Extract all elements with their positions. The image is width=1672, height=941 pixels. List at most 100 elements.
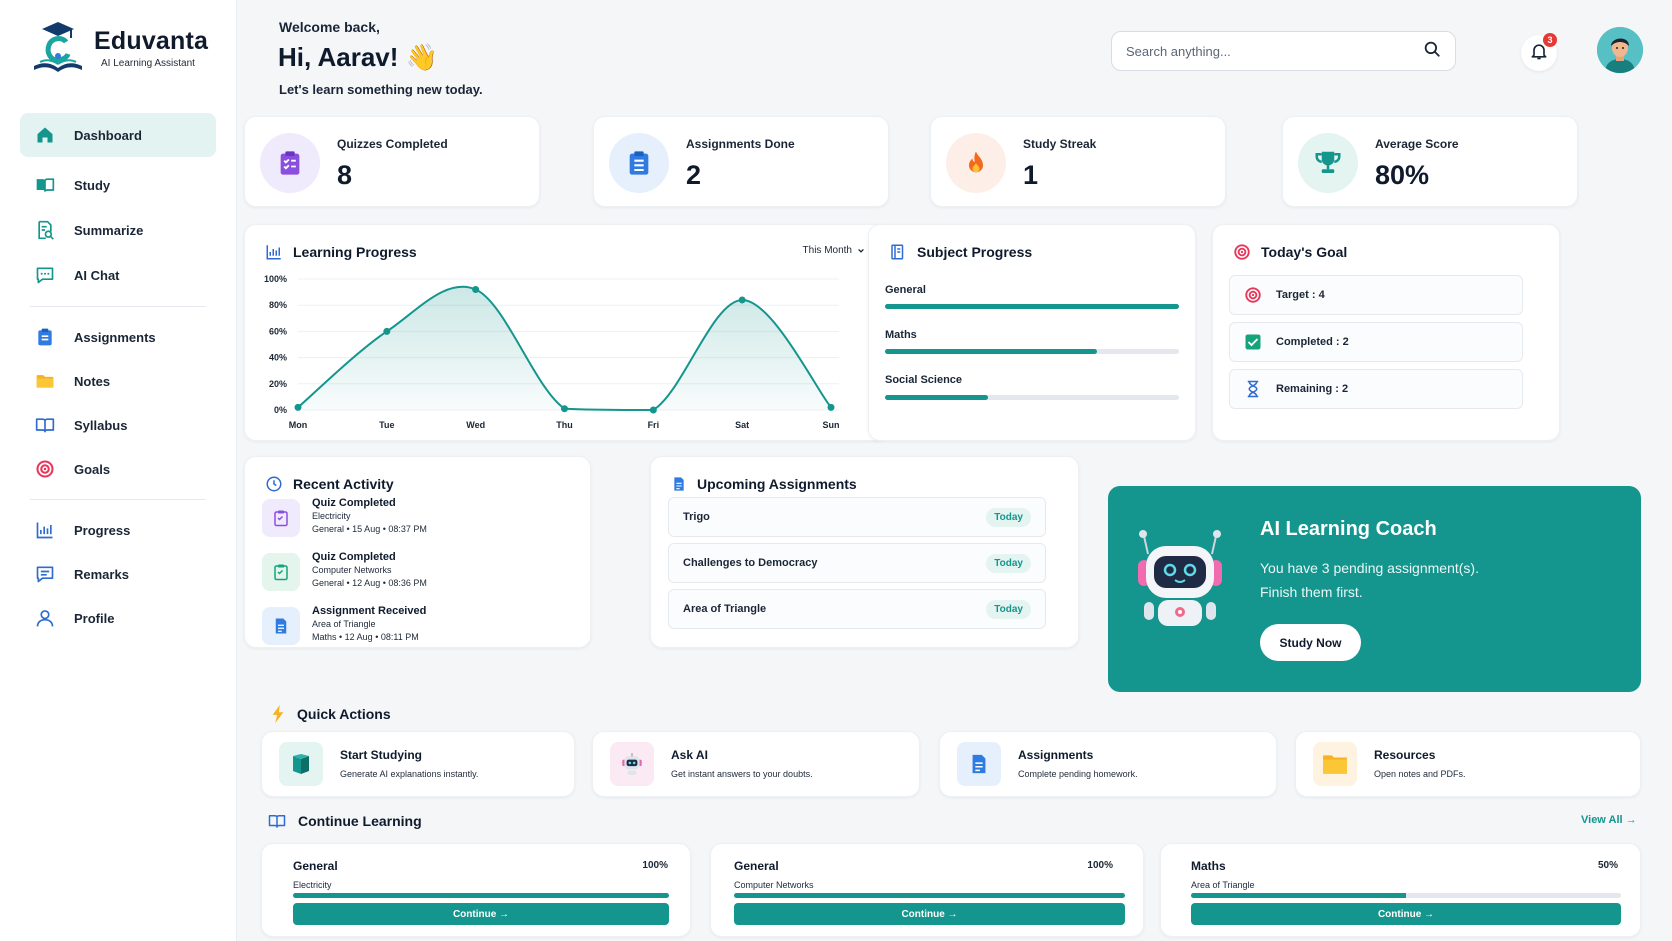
activity-title: Assignment Received	[312, 605, 427, 617]
continue-button[interactable]: Continue →	[734, 903, 1125, 925]
assignment-icon	[609, 133, 669, 193]
subject-progress-bar	[885, 395, 1179, 400]
quick-action-desc: Get instant answers to your doubts.	[671, 769, 813, 779]
upcoming-assignments-title: Upcoming Assignments	[671, 475, 857, 493]
stat-card-assignments: Assignments Done 2	[593, 116, 889, 207]
continue-card: General Electricity 100% Continue →	[261, 843, 691, 937]
stat-value: 1	[1023, 160, 1039, 190]
sidebar-item-progress[interactable]: Progress	[20, 508, 216, 552]
sidebar-item-label: Progress	[74, 522, 131, 538]
sidebar-item-dashboard[interactable]: Dashboard	[20, 113, 216, 157]
activity-subject: Computer Networks	[312, 565, 392, 575]
welcome-text: Welcome back,	[279, 19, 380, 35]
activity-meta: General • 15 Aug • 08:37 PM	[312, 524, 427, 534]
quick-action-assignments[interactable]: Assignments Complete pending homework.	[939, 731, 1277, 797]
assignment-row[interactable]: Challenges to Democracy Today	[668, 543, 1046, 583]
stat-card-quizzes: Quizzes Completed 8	[244, 116, 540, 207]
card-title: Subject Progress	[917, 244, 1033, 260]
period-label: This Month	[802, 245, 852, 256]
avatar[interactable]	[1597, 27, 1643, 73]
course-subject: Maths	[1191, 859, 1226, 873]
subject-label: Social Science	[885, 374, 963, 386]
sidebar-item-syllabus[interactable]: Syllabus	[20, 403, 216, 447]
card-title: Recent Activity	[293, 476, 394, 492]
data-point	[472, 285, 480, 293]
chat-icon	[34, 264, 56, 286]
notifications-button[interactable]: 3	[1521, 33, 1557, 71]
view-all-link[interactable]: View All →	[1581, 814, 1637, 826]
quiz-icon	[262, 553, 300, 591]
search-bar	[1111, 31, 1456, 71]
search-icon[interactable]	[1423, 40, 1441, 63]
todays-goal-card: Today's Goal Target : 4 Completed : 2 Re…	[1212, 224, 1560, 441]
course-subject: General	[293, 859, 338, 873]
continue-card: Maths Area of Triangle 50% Continue →	[1160, 843, 1641, 937]
course-percent: 100%	[1087, 860, 1113, 871]
app-logo[interactable]: Eduvanta AI Learning Assistant	[30, 20, 208, 76]
data-point	[738, 296, 746, 304]
assignment-name: Challenges to Democracy	[683, 557, 818, 569]
quick-action-title: Resources	[1374, 748, 1436, 762]
quick-action-title: Ask AI	[671, 748, 708, 762]
section-title: Continue Learning	[298, 813, 422, 829]
sidebar-nav: Dashboard Study Summarize AI Chat Assign…	[20, 113, 216, 640]
book-icon	[279, 742, 323, 786]
sidebar: Eduvanta AI Learning Assistant Dashboard…	[0, 0, 237, 941]
coach-message: You have 3 pending assignment(s). Finish…	[1260, 560, 1479, 600]
folder-icon	[34, 370, 56, 392]
search-input[interactable]	[1126, 43, 1396, 59]
x-tick-label: Thu	[556, 420, 573, 430]
list-item[interactable]: Quiz Completed Electricity General • 15 …	[262, 497, 427, 537]
app-name: Eduvanta	[94, 27, 209, 55]
quick-action-start-studying[interactable]: Start Studying Generate AI explanations …	[261, 731, 575, 797]
card-title: Today's Goal	[1261, 244, 1348, 260]
quick-action-ask-ai[interactable]: Ask AI Get instant answers to your doubt…	[592, 731, 920, 797]
sidebar-item-profile[interactable]: Profile	[20, 596, 216, 640]
course-progress-fill	[293, 893, 669, 898]
y-tick-label: 60%	[269, 326, 287, 336]
data-point	[649, 406, 657, 414]
period-dropdown[interactable]: This Month	[803, 245, 865, 256]
quick-actions-title: Quick Actions	[271, 705, 391, 723]
logo-icon	[34, 22, 82, 72]
activity-subject: Area of Triangle	[312, 619, 376, 629]
quick-action-desc: Complete pending homework.	[1018, 769, 1138, 779]
activity-meta: General • 12 Aug • 08:36 PM	[312, 578, 427, 588]
sidebar-item-remarks[interactable]: Remarks	[20, 552, 216, 596]
main-content: Welcome back, Hi, Aarav! 👋 Let's learn s…	[237, 0, 1672, 941]
list-item[interactable]: Assignment Received Area of Triangle Mat…	[262, 605, 426, 645]
target-icon	[1233, 243, 1251, 261]
sidebar-item-notes[interactable]: Notes	[20, 359, 216, 403]
sidebar-item-assignments[interactable]: Assignments	[20, 315, 216, 359]
continue-button[interactable]: Continue →	[293, 903, 669, 925]
robot-icon	[1138, 530, 1222, 626]
tagline: Let's learn something new today.	[279, 82, 483, 97]
sidebar-item-summarize[interactable]: Summarize	[20, 208, 216, 252]
robot-icon	[610, 742, 654, 786]
sidebar-item-study[interactable]: Study	[20, 163, 216, 207]
trophy-icon	[1298, 133, 1358, 193]
document-icon	[262, 607, 300, 645]
sidebar-item-label: Summarize	[74, 222, 144, 238]
sidebar-item-ai-chat[interactable]: AI Chat	[20, 253, 216, 297]
list-item[interactable]: Quiz Completed Computer Networks General…	[262, 551, 427, 591]
app-subtitle: AI Learning Assistant	[101, 58, 195, 69]
target-icon	[1244, 286, 1262, 304]
activity-title: Quiz Completed	[312, 497, 396, 509]
continue-button[interactable]: Continue →	[1191, 903, 1621, 925]
stat-label: Assignments Done	[686, 137, 795, 151]
stat-value: 2	[686, 160, 702, 190]
study-now-button[interactable]: Study Now	[1260, 624, 1361, 661]
sidebar-item-goals[interactable]: Goals	[20, 447, 216, 491]
x-tick-label: Mon	[289, 420, 308, 430]
quick-action-resources[interactable]: Resources Open notes and PDFs.	[1295, 731, 1641, 797]
sidebar-item-label: Syllabus	[74, 417, 128, 433]
checkbox-icon	[1244, 333, 1262, 351]
course-progress-fill	[734, 893, 1125, 898]
y-tick-label: 80%	[269, 300, 287, 310]
x-tick-label: Tue	[379, 420, 394, 430]
assignment-row[interactable]: Area of Triangle Today	[668, 589, 1046, 629]
assignment-row[interactable]: Trigo Today	[668, 497, 1046, 537]
target-icon	[34, 458, 56, 480]
course-percent: 100%	[642, 860, 668, 871]
